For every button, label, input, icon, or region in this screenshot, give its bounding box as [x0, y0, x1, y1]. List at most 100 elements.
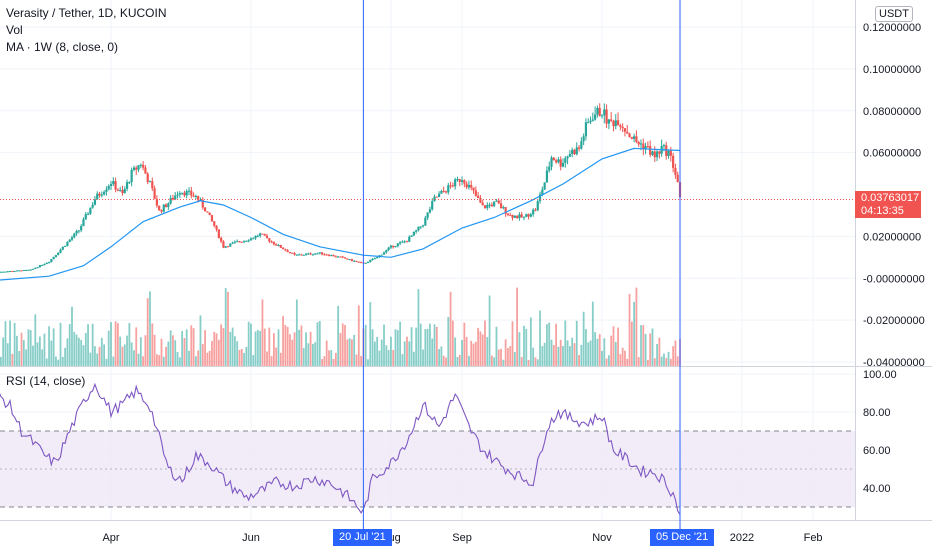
candle-body [8, 271, 12, 273]
candle-body [281, 247, 285, 250]
volume-bar [291, 339, 294, 366]
volume-bar [123, 344, 126, 366]
volume-bar [422, 349, 424, 366]
candle-body [394, 246, 397, 248]
candle-body [25, 269, 28, 271]
candle-body [233, 241, 236, 243]
candle-body [181, 192, 184, 194]
candle-body [623, 128, 627, 132]
volume-bar [169, 330, 172, 366]
volume-bar [229, 331, 232, 366]
volume-bar [486, 337, 489, 366]
volume-bar [238, 349, 241, 366]
candle-body [242, 240, 246, 242]
volume-bar [355, 354, 358, 366]
volume-bar [289, 334, 291, 366]
candle-body [653, 151, 656, 158]
volume-bar [160, 338, 163, 366]
rsi-band [0, 431, 855, 507]
volume-bar [529, 317, 532, 366]
volume-bar [84, 332, 87, 366]
volume-bar [415, 327, 418, 366]
crosshair-date-label-1: 20 Jul '21 [333, 529, 392, 546]
volume-bar [114, 321, 117, 366]
candle-body [382, 252, 386, 255]
volume-bar [571, 337, 574, 366]
symbol-title[interactable]: Verasity / Tether, 1D, KUCOIN [6, 6, 167, 20]
time-axis-label: Sep [452, 532, 472, 544]
volume-bar [373, 341, 376, 366]
candle-body [555, 160, 558, 163]
candle-body [4, 271, 7, 273]
candle-body [522, 216, 526, 218]
candle-body [36, 267, 39, 269]
volume-bar [419, 323, 422, 366]
volume-bar [38, 336, 41, 366]
volume-bar [481, 334, 484, 366]
volume-bar [568, 346, 571, 366]
candle-body [125, 182, 129, 189]
volume-bar [204, 330, 206, 366]
volume-bar [525, 328, 528, 366]
volume-bar [449, 291, 452, 366]
volume-bar [582, 311, 585, 366]
volume-bar [275, 347, 278, 366]
volume-bar [658, 337, 661, 366]
candle-body [564, 158, 567, 163]
candle-body [100, 194, 103, 196]
volume-bar [80, 339, 83, 366]
current-price-tag: 0.03763017 04:13:35 [855, 191, 921, 218]
volume-bar [199, 315, 202, 366]
volume-bar [29, 330, 32, 366]
volume-bar [213, 331, 216, 366]
volume-bar [77, 337, 80, 366]
volume-bar [465, 336, 468, 366]
candle-body [167, 203, 170, 208]
volume-bar [162, 356, 165, 366]
currency-selector[interactable]: USDT [875, 6, 913, 22]
candle-body [135, 167, 138, 170]
volume-legend[interactable]: Vol [6, 23, 23, 37]
candle-body [291, 252, 294, 254]
candle-body [298, 254, 301, 256]
volume-bar [667, 351, 670, 366]
volume-bar [552, 345, 555, 366]
volume-bar [321, 359, 323, 366]
volume-bar [378, 350, 381, 366]
moving-average-legend[interactable]: MA · 1W (8, close, 0) [6, 40, 119, 54]
rsi-legend[interactable]: RSI (14, close) [6, 374, 86, 388]
volume-bar [59, 322, 62, 366]
candle-body [536, 201, 539, 211]
current-price-value: 0.03763017 [861, 192, 920, 204]
volume-bar [9, 320, 11, 366]
volume-bar [550, 339, 553, 366]
candle-body [483, 205, 487, 208]
volume-bar [259, 330, 262, 366]
time-axis-label: 2022 [730, 532, 754, 544]
volume-bar [112, 356, 115, 366]
candle-body [463, 180, 466, 184]
candle-body [350, 259, 354, 261]
volume-bar [669, 358, 672, 366]
bar-countdown: 04:13:35 [861, 205, 904, 217]
volume-bar [406, 336, 408, 366]
volume-bar [477, 327, 480, 366]
volume-bar [284, 325, 287, 366]
volume-bar [601, 350, 603, 366]
candle-body [330, 255, 333, 257]
candle-body [162, 204, 165, 212]
volume-bar [256, 329, 259, 366]
candle-body [509, 214, 512, 216]
candle-body [153, 188, 156, 199]
volume-bar [470, 340, 473, 366]
volume-bar [50, 340, 53, 366]
candle-body [481, 202, 484, 206]
volume-bar [66, 338, 69, 366]
volume-bar [603, 338, 606, 366]
volume-bar [98, 346, 101, 366]
candle-body [341, 256, 344, 258]
volume-bar [532, 347, 535, 366]
volume-bar [96, 353, 99, 366]
candle-body [45, 262, 48, 264]
